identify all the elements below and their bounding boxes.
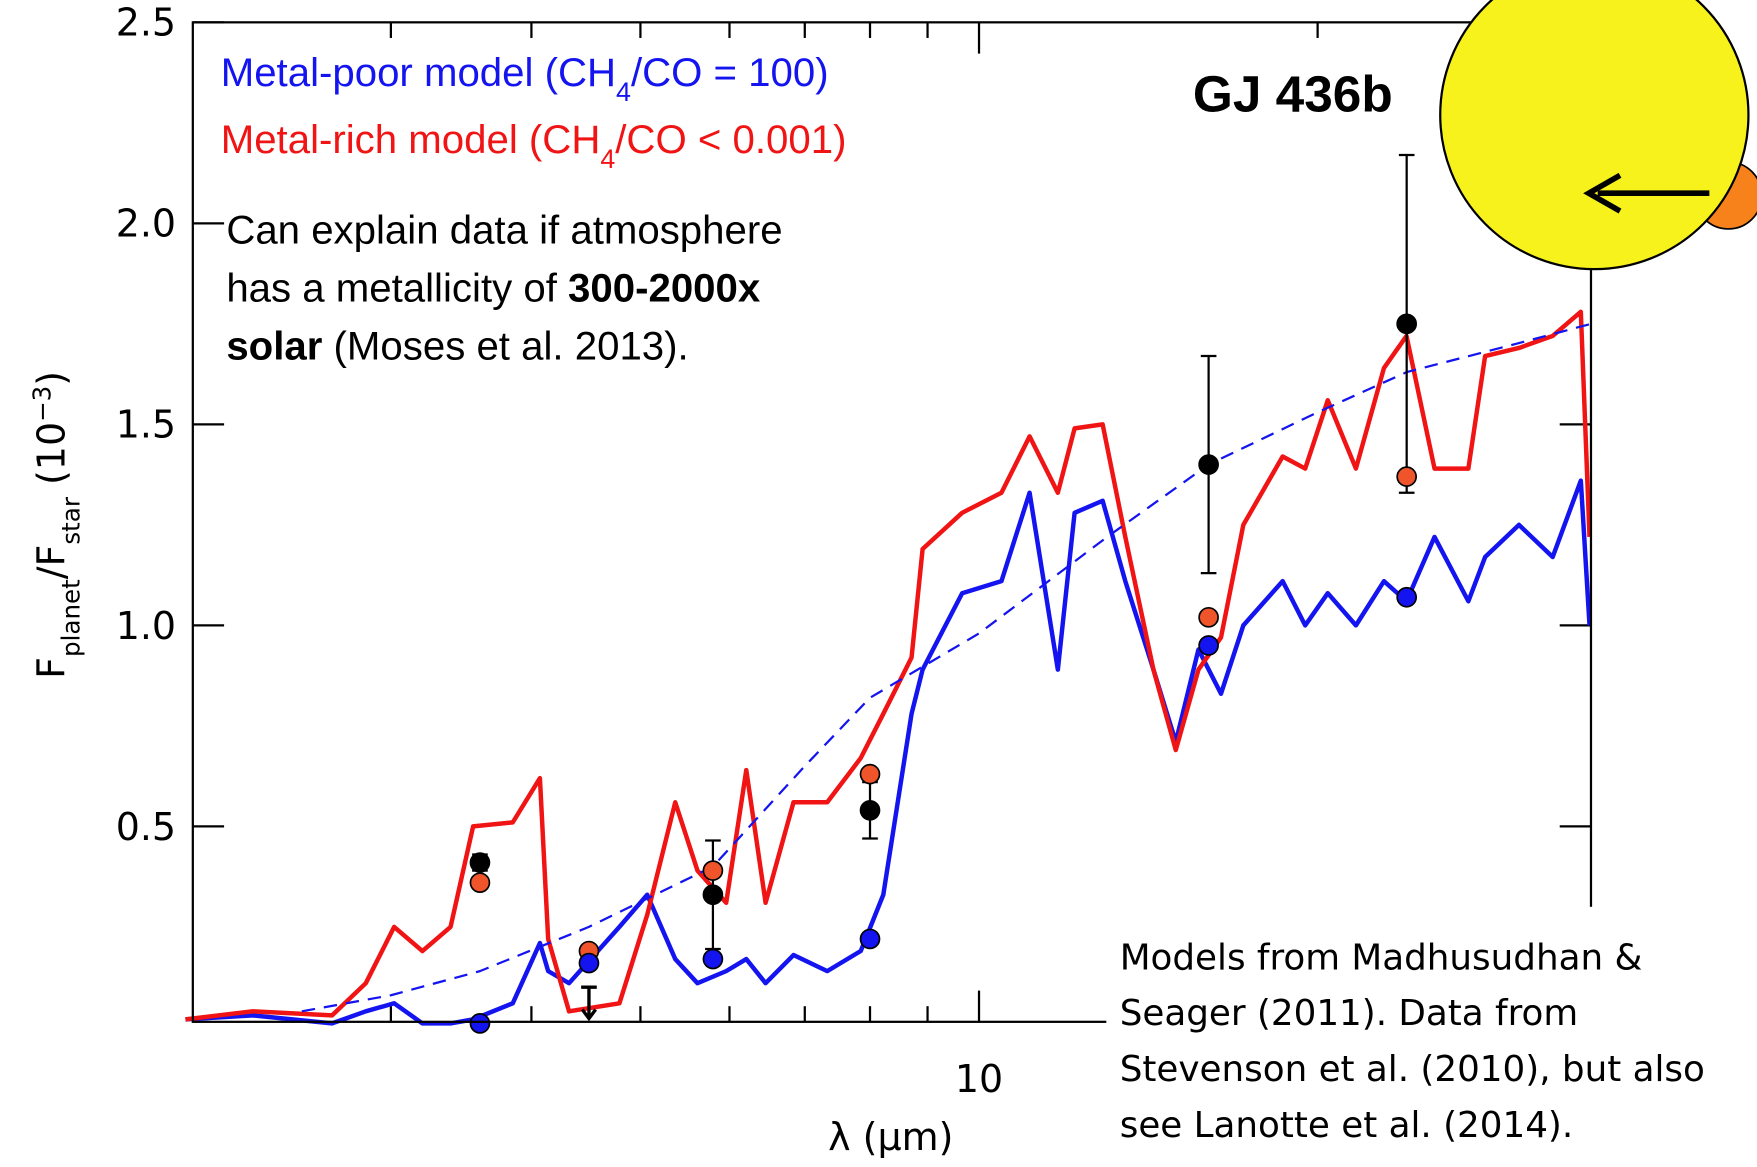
y-label-part: F xyxy=(29,657,73,679)
y-label-part: ) xyxy=(29,371,73,386)
annotation: solar (Moses et al. 2013). xyxy=(226,324,688,369)
model-line-dashed xyxy=(301,322,1592,1013)
legend-text: Metal-poor model (CH xyxy=(221,50,616,95)
footnote: Seager (2011). Data from xyxy=(1120,993,1578,1034)
annotation-text: 300-2000x xyxy=(568,266,761,311)
y-tick-label: 1.0 xyxy=(116,604,176,648)
footnote: Stevenson et al. (2010), but also xyxy=(1120,1049,1705,1090)
arrow-head xyxy=(1583,172,1622,214)
annotation: Can explain data if atmosphere xyxy=(226,207,782,252)
x-tick-label: 10 xyxy=(955,1057,1003,1101)
plot-frame xyxy=(191,21,1593,1023)
y-tick-label: 2.5 xyxy=(116,1,176,45)
model-line xyxy=(185,478,1592,1026)
star-icon xyxy=(1439,0,1750,271)
data-point xyxy=(702,860,724,881)
plot-area xyxy=(185,21,1592,1034)
data-point xyxy=(702,884,724,906)
y-label-part: (10 xyxy=(29,422,73,497)
legend-text: /CO < 0.001) xyxy=(615,117,846,162)
data-point xyxy=(469,852,491,873)
data-point xyxy=(1396,586,1418,608)
annotation: has a metallicity of 300-2000x xyxy=(226,266,761,311)
legend-entry: Metal-rich model (CH4/CO < 0.001) xyxy=(221,117,847,174)
annotation-text: (Moses et al. 2013). xyxy=(322,324,688,369)
legend-text: 4 xyxy=(616,77,631,107)
star-illustration xyxy=(1439,0,1757,271)
legend-text: 4 xyxy=(600,144,615,174)
x-axis-label: λ (μm) xyxy=(828,1115,953,1159)
data-point xyxy=(859,799,881,821)
data-point xyxy=(859,763,881,785)
data-point xyxy=(859,928,881,950)
chart-title: GJ 436b xyxy=(1193,65,1393,123)
legend-text: /CO = 100) xyxy=(631,50,829,95)
y-label-part: −3 xyxy=(27,386,56,422)
annotation-text: has a metallicity of xyxy=(226,266,568,311)
data-point xyxy=(1198,607,1219,628)
y-label-part: planet xyxy=(56,579,85,657)
y-label-part: /F xyxy=(29,545,73,580)
data-point xyxy=(469,1013,491,1034)
annotation-text: Can explain data if atmosphere xyxy=(226,207,782,252)
data-point xyxy=(1198,454,1219,475)
data-point xyxy=(469,872,491,894)
footnote: see Lanotte et al. (2014). xyxy=(1120,1105,1574,1146)
data-point xyxy=(702,948,724,970)
data-point xyxy=(578,952,600,974)
legend-entry: Metal-poor model (CH4/CO = 100) xyxy=(221,50,829,107)
data-point xyxy=(1198,635,1219,656)
footnote-box xyxy=(1106,906,1755,1167)
y-tick-label: 2.0 xyxy=(116,202,176,246)
legend-text: Metal-rich model (CH xyxy=(221,117,601,162)
y-tick-label: 0.5 xyxy=(116,805,176,849)
y-axis-label: Fplanet/Fstar (10−3) xyxy=(27,371,85,679)
y-tick-label: 1.5 xyxy=(116,403,176,447)
data-point xyxy=(1396,466,1418,487)
data-point xyxy=(1396,313,1418,335)
model-line xyxy=(185,309,1592,1022)
annotation-text: solar xyxy=(226,324,322,369)
upper-limit xyxy=(580,985,597,1022)
footnote: Models from Madhusudhan & xyxy=(1120,937,1643,978)
y-label-part: star xyxy=(56,496,85,544)
